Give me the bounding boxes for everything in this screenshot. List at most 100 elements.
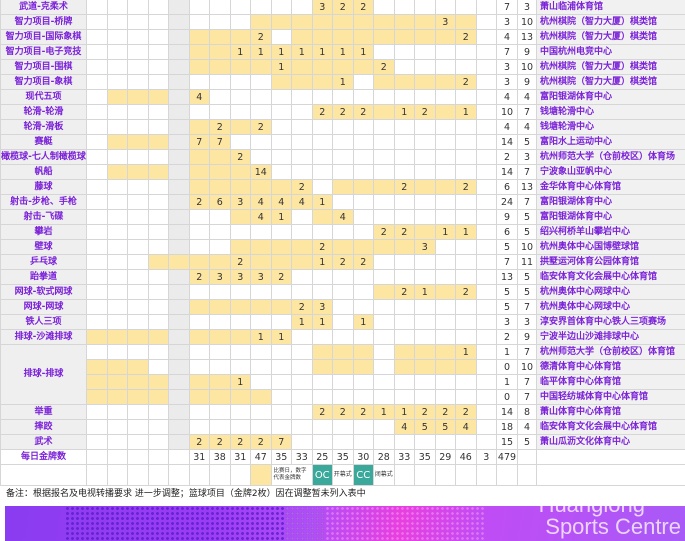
- competition-day-cell: 1: [270, 209, 292, 225]
- competition-day-cell: 4: [332, 209, 354, 225]
- sport-name: 排球-排球: [0, 344, 87, 405]
- empty-day-cell: [455, 434, 477, 450]
- competition-day-cell: 3: [229, 194, 251, 210]
- empty-day-cell: [250, 0, 272, 15]
- empty-day-cell: [455, 134, 477, 150]
- competition-day-cell: [86, 359, 108, 375]
- banner-dot-pattern-right: [285, 506, 485, 541]
- empty-cell: [147, 464, 169, 486]
- event-days: 10: [517, 239, 537, 255]
- empty-day-cell: [188, 359, 210, 375]
- empty-day-cell: [475, 284, 497, 300]
- daily-gold-count: 35: [270, 449, 292, 465]
- schedule-row: 轮滑-轮滑 2 2 2 1 2 1 10 7 钱塘轮滑中心: [0, 104, 685, 120]
- empty-day-cell: [168, 0, 190, 15]
- empty-day-cell: [291, 284, 313, 300]
- venue-name: 临安体育文化会展中心体育馆: [536, 419, 685, 435]
- gold-total: 18: [496, 419, 518, 435]
- empty-day-cell: [106, 29, 128, 45]
- empty-day-cell: [373, 269, 395, 285]
- empty-day-cell: [250, 224, 272, 240]
- competition-day-cell: [106, 134, 128, 150]
- empty-day-cell: [455, 194, 477, 210]
- empty-day-cell: [86, 14, 108, 30]
- empty-day-cell: [475, 119, 497, 135]
- competition-day-cell: [127, 374, 149, 390]
- empty-day-cell: [414, 389, 436, 405]
- daily-gold-count: 46: [455, 449, 477, 465]
- competition-day-cell: [270, 74, 292, 90]
- venue-name: 钱塘轮滑中心: [536, 119, 685, 135]
- competition-day-cell: [229, 329, 251, 345]
- competition-day-cell: 2: [332, 254, 354, 270]
- empty-day-cell: [209, 419, 231, 435]
- competition-day-cell: 6: [209, 194, 231, 210]
- empty-day-cell: [86, 269, 108, 285]
- competition-day-cell: [373, 29, 395, 45]
- empty-day-cell: [127, 254, 149, 270]
- competition-day-cell: [147, 164, 169, 180]
- gold-total: 3: [496, 14, 518, 30]
- empty-day-cell: [414, 134, 436, 150]
- empty-day-cell: [250, 344, 272, 360]
- competition-day-cell: 1: [311, 194, 333, 210]
- banner-text-line1: Huanglong: [539, 506, 645, 518]
- competition-day-cell: [393, 344, 415, 360]
- legend-cc-swatch: CC: [352, 464, 374, 486]
- schedule-row: 智力项目-国际象棋 2 2 4 13 杭州棋院（智力大厦）棋类馆: [0, 29, 685, 45]
- schedule-row: 排球-排球 1 1 7 杭州师范大学（仓前校区）体育馆: [0, 344, 685, 405]
- empty-day-cell: [127, 29, 149, 45]
- empty-day-cell: [455, 209, 477, 225]
- competition-day-cell: 2: [352, 254, 374, 270]
- empty-day-cell: [393, 299, 415, 315]
- empty-day-cell: [455, 269, 477, 285]
- empty-day-cell: [229, 404, 251, 420]
- empty-day-cell: [475, 134, 497, 150]
- empty-day-cell: [434, 254, 456, 270]
- empty-day-cell: [291, 329, 313, 345]
- empty-cell: [229, 464, 251, 486]
- competition-day-cell: [229, 389, 251, 405]
- competition-day-cell: [229, 119, 251, 135]
- venue-name: 淳安界首体育中心铁人三项赛场: [536, 314, 685, 330]
- empty-day-cell: [332, 314, 354, 330]
- empty-day-cell: [209, 209, 231, 225]
- competition-day-cell: 2: [188, 194, 210, 210]
- empty-day-cell: [373, 344, 395, 360]
- venue-name: 绍兴柯桥羊山攀岩中心: [536, 224, 685, 240]
- competition-day-cell: [434, 284, 456, 300]
- competition-day-cell: [188, 254, 210, 270]
- competition-day-cell: [414, 29, 436, 45]
- competition-day-cell: 1: [270, 329, 292, 345]
- venue-name: 富阳水上运动中心: [536, 134, 685, 150]
- empty-day-cell: [188, 404, 210, 420]
- competition-day-cell: [414, 179, 436, 195]
- empty-day-cell: [106, 44, 128, 60]
- empty-day-cell: [209, 344, 231, 360]
- gold-total: 3: [496, 314, 518, 330]
- empty-cell: [536, 449, 685, 465]
- competition-day-cell: [188, 119, 210, 135]
- competition-day-cell: [373, 179, 395, 195]
- empty-day-cell: [332, 119, 354, 135]
- empty-day-cell: [352, 299, 374, 315]
- empty-day-cell: [475, 74, 497, 90]
- venue-name: 富阳银湖体育中心: [536, 194, 685, 210]
- empty-day-cell: [106, 209, 128, 225]
- empty-day-cell: [147, 44, 169, 60]
- competition-day-cell: 5: [414, 419, 436, 435]
- empty-day-cell: [106, 404, 128, 420]
- empty-day-cell: [332, 374, 354, 390]
- competition-day-cell: [434, 74, 456, 90]
- competition-day-cell: [414, 74, 436, 90]
- competition-day-cell: [332, 14, 354, 30]
- empty-day-cell: [106, 344, 128, 360]
- competition-day-cell: [352, 29, 374, 45]
- empty-day-cell: [352, 164, 374, 180]
- gold-total: 5: [496, 299, 518, 315]
- event-days: 5: [517, 434, 537, 450]
- empty-day-cell: [311, 179, 333, 195]
- empty-day-cell: [475, 44, 497, 60]
- competition-day-cell: [209, 374, 231, 390]
- competition-day-cell: [352, 14, 374, 30]
